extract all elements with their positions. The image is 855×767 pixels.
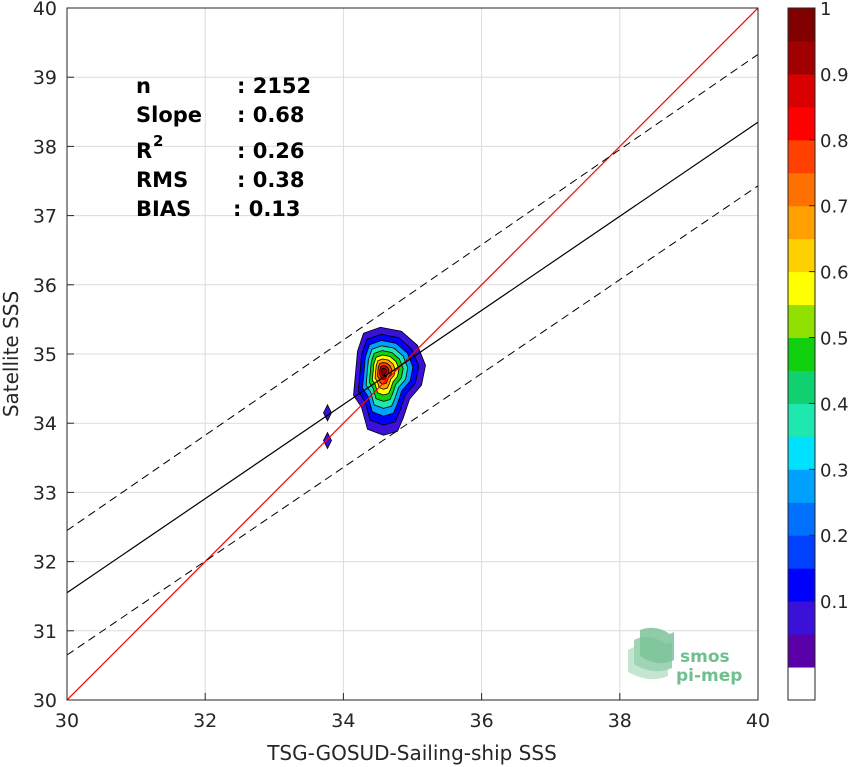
y-tick-label: 30: [33, 690, 57, 712]
colorbar-tick-label: 0.4: [820, 394, 849, 415]
colorbar-segments: [788, 8, 815, 701]
colorbar-tick-label: 0.1: [820, 592, 849, 613]
colorbar-segment: [788, 601, 815, 635]
y-axis-label: Satellite SSS: [0, 291, 23, 417]
colorbar-segment: [788, 370, 815, 404]
x-tick-label: 40: [746, 710, 770, 732]
x-axis-label: TSG-GOSUD-Sailing-ship SSS: [266, 741, 557, 765]
x-tick-label: 32: [193, 710, 217, 732]
y-tick-label: 39: [33, 67, 57, 89]
colorbar-segment: [788, 205, 815, 240]
stat-key-slope: Slope: [136, 103, 202, 127]
colorbar-segment: [788, 337, 815, 371]
y-tick-label: 36: [33, 275, 57, 297]
colorbar-tick-label: 0.2: [820, 526, 849, 547]
colorbar-segment: [788, 535, 815, 569]
colorbar-tick-label: 0.7: [820, 197, 849, 218]
stats-box: n : 2152 Slope : 0.68 R 2 : 0.26 RMS : 0…: [136, 74, 311, 221]
colorbar-tick-label: 0.3: [820, 460, 849, 481]
logo-text-smos: smos: [680, 647, 730, 667]
y-tick-label: 32: [33, 552, 57, 574]
colorbar-segment: [788, 304, 815, 339]
y-tick-label: 31: [33, 621, 57, 643]
logo-text-pimep: pi-mep: [676, 666, 742, 686]
y-axis: 30 31 32 33 34 35 36 37 38 39 40: [33, 0, 74, 712]
colorbar-segment: [788, 8, 815, 42]
colorbar-segment: [788, 172, 815, 207]
colorbar-segment: [788, 436, 815, 470]
colorbar-segment: [788, 568, 815, 602]
colorbar-frame: [787, 7, 816, 701]
stat-value-r2: : 0.26: [237, 139, 305, 163]
colorbar-ticks: 0.1 0.2 0.3 0.4 0.5 0.6 0.7 0.8 0.9 1: [809, 0, 849, 613]
colorbar-segment: [788, 139, 815, 174]
colorbar-segment: [788, 106, 815, 141]
colorbar: 0.1 0.2 0.3 0.4 0.5 0.6 0.7 0.8 0.9 1: [787, 0, 849, 701]
colorbar-tick-label: 1: [820, 0, 831, 20]
colorbar-segment: [788, 403, 815, 437]
x-axis: 30 32 34 36 38 40: [55, 693, 770, 732]
x-tick-label: 34: [331, 710, 355, 732]
y-tick-label: 35: [33, 344, 57, 366]
stat-key-bias: BIAS: [136, 197, 191, 221]
identity-line: [67, 8, 758, 700]
colorbar-tick-label: 0.8: [820, 131, 849, 152]
y-tick-label: 40: [33, 0, 57, 20]
y-tick-label: 38: [33, 136, 57, 158]
colorbar-segment: [788, 634, 815, 668]
stat-value-rms: : 0.38: [237, 168, 305, 192]
colorbar-segment: [788, 40, 815, 75]
density-contour-level-10: [381, 367, 387, 377]
upper-bound-line: [67, 53, 758, 531]
colorbar-segment: [788, 271, 815, 306]
x-tick-label: 38: [608, 710, 632, 732]
colorbar-tick-label: 0.5: [820, 329, 849, 350]
y-tick-label: 34: [33, 413, 57, 435]
stat-value-bias: : 0.13: [233, 197, 301, 221]
y-tick-label: 33: [33, 482, 57, 504]
stat-value-n: : 2152: [237, 74, 311, 98]
stat-key-r2: R: [136, 139, 152, 163]
stat-value-slope: : 0.68: [237, 103, 305, 127]
fit-line: [67, 121, 758, 594]
x-tick-label: 30: [55, 710, 79, 732]
colorbar-tick-label: 0.9: [820, 65, 849, 86]
colorbar-tick-label: 0.6: [820, 263, 849, 284]
y-tick-label: 37: [33, 206, 57, 228]
plot-layer: [67, 8, 758, 700]
grid-lines: [66, 7, 759, 701]
stat-key-n: n: [136, 74, 151, 98]
colorbar-segment: [788, 469, 815, 503]
colorbar-segment: [788, 73, 815, 108]
smos-pimep-logo: smos pi-mep: [628, 627, 742, 686]
stat-key-r2-superscript: 2: [153, 132, 163, 150]
colorbar-segment: [788, 502, 815, 536]
lower-bound-line: [67, 185, 758, 656]
colorbar-segment: [788, 667, 815, 701]
colorbar-segment: [788, 238, 815, 273]
stat-key-rms: RMS: [136, 168, 188, 192]
x-tick-label: 36: [470, 710, 494, 732]
logo-wave-icon: [628, 627, 674, 680]
